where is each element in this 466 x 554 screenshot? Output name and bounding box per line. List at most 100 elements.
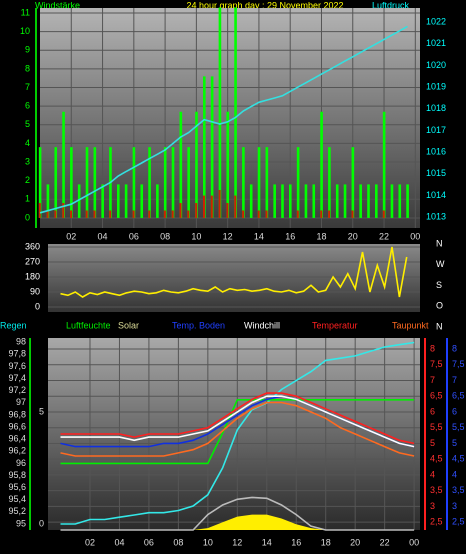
- bar: [179, 111, 183, 218]
- legend-entry: Windchill: [244, 320, 280, 330]
- y3-tick-label: 5: [39, 406, 44, 416]
- bar: [320, 210, 323, 218]
- y-tick-label: 360: [25, 241, 40, 251]
- y2-tick-label: S: [436, 280, 442, 290]
- bar: [257, 210, 260, 218]
- bar: [109, 210, 112, 218]
- y-tick-label: 2: [25, 175, 30, 185]
- y2-tick-label: 4,5: [452, 454, 465, 464]
- bar: [70, 147, 73, 218]
- x-tick-label: 02: [66, 231, 76, 241]
- bar: [312, 184, 316, 218]
- y-tick-label: 96: [16, 458, 26, 468]
- y-axis-label: Windstärke: [35, 0, 80, 10]
- y2-tick-label: 7: [452, 375, 457, 385]
- bar: [171, 210, 174, 218]
- y2-tick-label: 5,5: [430, 422, 443, 432]
- bar: [218, 189, 221, 218]
- bar: [406, 184, 409, 218]
- y2-tick-label: 3: [452, 501, 457, 511]
- y-tick-label: 8: [25, 63, 30, 73]
- y2-tick-label: 6,5: [452, 391, 465, 401]
- x-tick-label: 18: [316, 231, 326, 241]
- y3-tick-label: 0: [39, 518, 44, 528]
- y-tick-label: 97,2: [8, 385, 26, 395]
- x-tick-label: 08: [173, 537, 183, 547]
- y-tick-label: 180: [25, 271, 40, 281]
- y2-tick-label: 1019: [426, 81, 446, 91]
- bar: [93, 147, 97, 218]
- bar: [77, 184, 81, 218]
- x-tick-label: 00: [410, 231, 420, 241]
- y2-tick-label: 1018: [426, 103, 446, 113]
- bar: [179, 203, 182, 218]
- bar: [210, 76, 214, 218]
- bar: [187, 210, 190, 218]
- x-tick-label: 04: [98, 231, 108, 241]
- bar: [281, 184, 284, 218]
- y2-tick-label: 4: [452, 469, 457, 479]
- y-tick-label: 96,2: [8, 446, 26, 456]
- y-tick-label: 7: [25, 82, 30, 92]
- y-tick-label: 97,4: [8, 373, 26, 383]
- x-tick-label: 18: [321, 537, 331, 547]
- y2-tick-label: 1016: [426, 147, 446, 157]
- bar: [304, 184, 308, 218]
- x-tick-label: 20: [348, 231, 358, 241]
- bar: [93, 210, 96, 218]
- bar: [46, 210, 49, 218]
- y-tick-label: 95: [16, 518, 26, 528]
- line: [39, 25, 408, 214]
- y-tick-label: 0: [25, 212, 30, 222]
- x-tick-label: 04: [114, 537, 124, 547]
- legend-entry: Regen: [0, 320, 27, 330]
- bar: [226, 111, 230, 218]
- y-tick-label: 97,8: [8, 349, 26, 359]
- area: [60, 514, 415, 530]
- y2-tick-label: W: [436, 259, 445, 269]
- y-tick-label: 97: [16, 397, 26, 407]
- y2-tick-label: 6: [452, 406, 457, 416]
- bar: [148, 147, 151, 218]
- bar: [320, 111, 323, 218]
- legend-entry: Taupunkt: [392, 320, 429, 330]
- x-tick-label: 22: [379, 231, 389, 241]
- y-tick-label: 95,6: [8, 482, 26, 492]
- legend-entry: Temp. Boden: [172, 320, 225, 330]
- legend-entry: Solar: [118, 320, 139, 330]
- bar: [382, 210, 385, 218]
- line: [60, 246, 408, 298]
- line: [60, 399, 415, 465]
- bar: [328, 147, 331, 218]
- y2-tick-label: 3,5: [452, 485, 465, 495]
- y2-tick-label: 1015: [426, 168, 446, 178]
- bar: [234, 7, 237, 218]
- bar: [351, 210, 354, 218]
- bar: [265, 210, 268, 218]
- plot-area: [48, 244, 420, 312]
- bar: [375, 184, 378, 218]
- bar: [226, 203, 229, 218]
- bar: [163, 210, 166, 218]
- x-tick-label: 14: [254, 231, 264, 241]
- y-tick-label: 11: [21, 7, 30, 17]
- bar: [132, 147, 136, 218]
- bar: [38, 203, 41, 218]
- y-tick-label: 1: [25, 194, 30, 204]
- bar: [265, 147, 269, 218]
- y-tick-label: 9: [25, 45, 30, 55]
- bar: [242, 210, 245, 218]
- y2-tick-label: 8: [452, 343, 457, 353]
- x-tick-label: 02: [85, 537, 95, 547]
- y2-tick-label: 4: [430, 469, 435, 479]
- line: [60, 392, 415, 445]
- line: [60, 496, 415, 531]
- y-tick-label: 95,4: [8, 494, 26, 504]
- line: [60, 341, 415, 525]
- x-tick-label: 22: [380, 537, 390, 547]
- bar: [296, 210, 299, 218]
- bar: [202, 195, 205, 218]
- y2-tick-label: N: [436, 321, 443, 331]
- y2-tick-label: 1022: [426, 16, 446, 26]
